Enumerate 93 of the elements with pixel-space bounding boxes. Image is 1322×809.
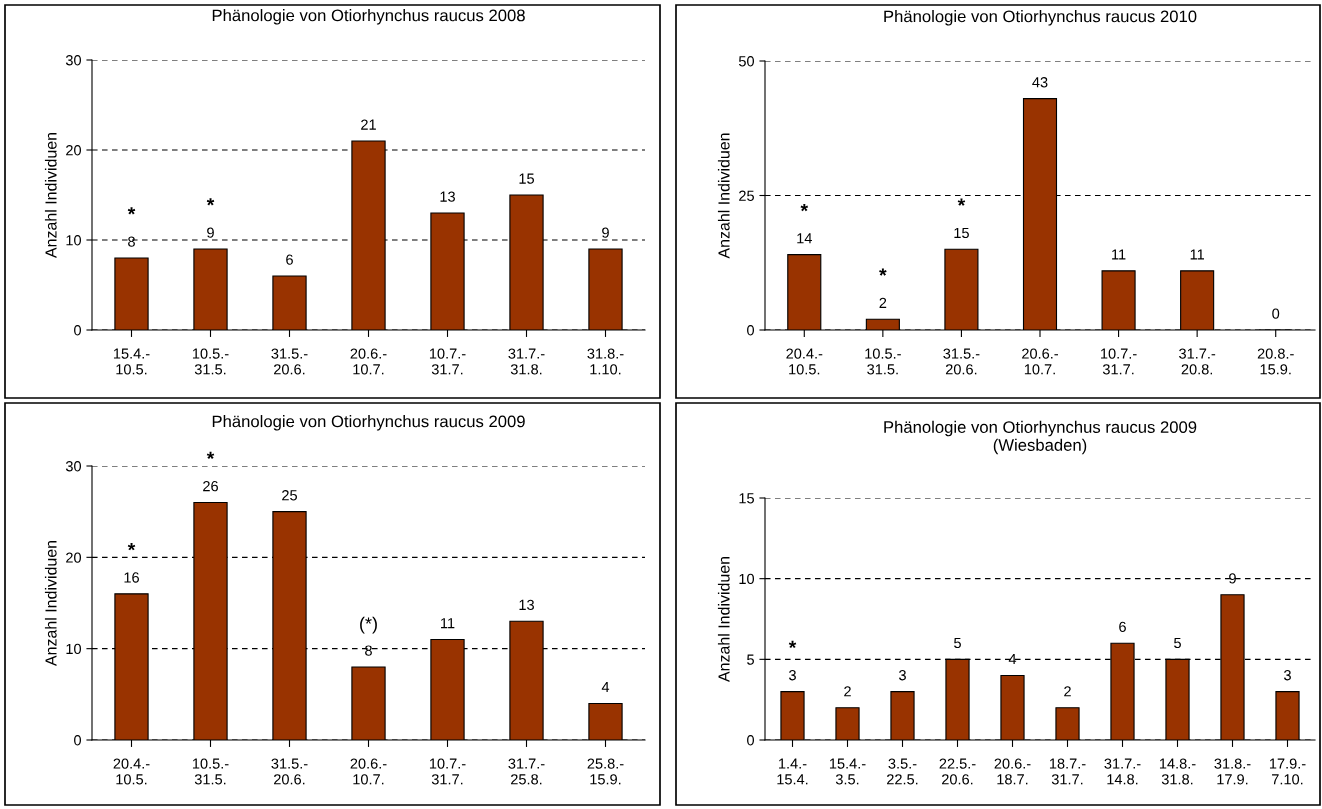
data-label: 2 <box>1064 686 1071 697</box>
y-tick-label: 30 <box>65 55 82 66</box>
data-label: 15 <box>519 173 534 184</box>
x-tick-label: 20.4.- 10.5. <box>113 758 150 785</box>
data-label: 3 <box>1284 670 1291 681</box>
y-tick-label: 20 <box>66 145 82 156</box>
annotation: * <box>879 268 887 276</box>
data-label: 3 <box>789 670 796 681</box>
chart-title: Phänologie von Otiorhynchus raucus 2008 <box>212 9 525 25</box>
x-tick-label: 1.4.- 15.4. <box>777 758 808 785</box>
data-label: 4 <box>601 682 610 693</box>
data-label: 21 <box>361 119 376 130</box>
chart-title: Phänologie von Otiorhynchus raucus 2010 <box>884 10 1197 26</box>
y-tick-label: 5 <box>747 654 754 665</box>
x-tick-label: 31.7.- 25.8. <box>508 758 545 785</box>
y-tick-label: 0 <box>747 735 755 746</box>
annotation: * <box>127 207 136 215</box>
data-label: 0 <box>1272 308 1280 319</box>
annotation: * <box>206 198 215 206</box>
x-tick-label: 10.7.- 31.7. <box>429 758 466 785</box>
data-label: 15 <box>954 227 969 239</box>
annotation: (*) <box>360 616 377 634</box>
data-label: 9 <box>602 227 609 238</box>
x-tick-label: 20.6.- 18.7. <box>994 758 1031 785</box>
x-tick-label: 18.7.- 31.7. <box>1049 758 1086 785</box>
x-tick-label: 25.8.- 15.9. <box>587 758 624 785</box>
chart-title: Phänologie von Otiorhynchus raucus 2009 (Wiesbaden) <box>884 420 1197 455</box>
annotation: * <box>206 451 215 460</box>
data-label: 6 <box>286 254 293 265</box>
x-tick-label: 14.8.- 31.8. <box>1159 758 1196 785</box>
data-label: 26 <box>203 480 218 492</box>
x-tick-label: 15.4.- 3.5. <box>829 758 866 785</box>
x-tick-label: 17.9.- 7.10. <box>1269 758 1306 785</box>
x-tick-label: 31.8.- 1.10. <box>587 348 624 375</box>
x-tick-label: 31.8.- 17.9. <box>1214 758 1251 785</box>
y-tick-label: 10 <box>739 573 755 585</box>
x-tick-label: 10.7.- 31.7. <box>429 348 466 375</box>
data-label: 43 <box>1032 77 1048 88</box>
y-tick-label: 25 <box>739 190 754 201</box>
y-tick-label: 10 <box>66 235 82 246</box>
x-tick-label: 31.7.- 14.8. <box>1104 758 1141 785</box>
x-tick-label: 15.4.- 10.5. <box>113 348 150 375</box>
data-label: 13 <box>440 191 455 202</box>
annotation: * <box>800 203 809 212</box>
data-label: 13 <box>519 599 534 611</box>
x-tick-label: 3.5.- 22.5. <box>887 758 918 785</box>
data-label: 9 <box>1229 573 1236 584</box>
x-tick-label: 31.5.- 20.6. <box>943 348 980 375</box>
data-label: 11 <box>1190 249 1204 260</box>
y-axis-title: Anzahl Individuen <box>44 132 57 259</box>
x-tick-label: 20.6.- 10.7. <box>350 348 387 375</box>
x-tick-label: 20.4.- 10.5. <box>786 348 823 375</box>
data-label: 14 <box>797 233 812 244</box>
data-label: 2 <box>879 297 887 308</box>
y-tick-label: 10 <box>66 643 82 655</box>
x-tick-label: 20.6.- 10.7. <box>350 758 387 785</box>
y-axis-title: Anzahl Individuen <box>717 133 730 259</box>
x-tick-label: 10.5.- 31.5. <box>192 758 229 785</box>
x-tick-label: 10.5.- 31.5. <box>865 348 901 375</box>
data-label: 5 <box>954 637 961 649</box>
data-label: 2 <box>844 686 851 697</box>
data-label: 6 <box>1119 621 1126 632</box>
data-label: 3 <box>899 670 906 681</box>
y-tick-label: 30 <box>65 461 82 472</box>
y-tick-label: 15 <box>739 493 754 504</box>
y-tick-label: 0 <box>747 325 755 336</box>
annotation: * <box>127 543 136 551</box>
x-tick-label: 20.6.- 10.7. <box>1022 348 1058 375</box>
x-tick-label: 31.5.- 20.6. <box>271 348 308 375</box>
chart-title: Phänologie von Otiorhynchus raucus 2009 <box>212 415 525 431</box>
x-tick-label: 31.7.- 20.8. <box>1179 348 1216 375</box>
y-tick-label: 0 <box>74 735 82 746</box>
data-label: 4 <box>1008 654 1017 665</box>
x-tick-label: 10.7.- 31.7. <box>1101 348 1137 375</box>
y-tick-label: 0 <box>74 325 82 336</box>
x-tick-label: 20.8.- 15.9. <box>1257 348 1294 375</box>
data-label: 25 <box>282 490 297 501</box>
x-tick-label: 31.5.- 20.6. <box>271 758 308 785</box>
data-label: 11 <box>441 618 455 629</box>
annotation: * <box>957 198 966 206</box>
y-axis-title: Anzahl Individuen <box>717 556 730 683</box>
y-tick-label: 50 <box>738 56 755 67</box>
x-tick-label: 22.5.- 20.6. <box>939 758 976 785</box>
data-label: 8 <box>128 236 135 247</box>
y-tick-label: 20 <box>66 552 82 563</box>
x-tick-label: 10.5.- 31.5. <box>192 348 229 375</box>
data-label: 11 <box>1112 249 1126 260</box>
annotation: * <box>788 640 797 649</box>
data-label: 16 <box>124 572 139 583</box>
x-tick-label: 31.7.- 31.8. <box>508 348 545 375</box>
data-label: 5 <box>1174 637 1181 649</box>
data-label: 9 <box>207 227 214 238</box>
y-axis-title: Anzahl Individuen <box>44 540 57 667</box>
